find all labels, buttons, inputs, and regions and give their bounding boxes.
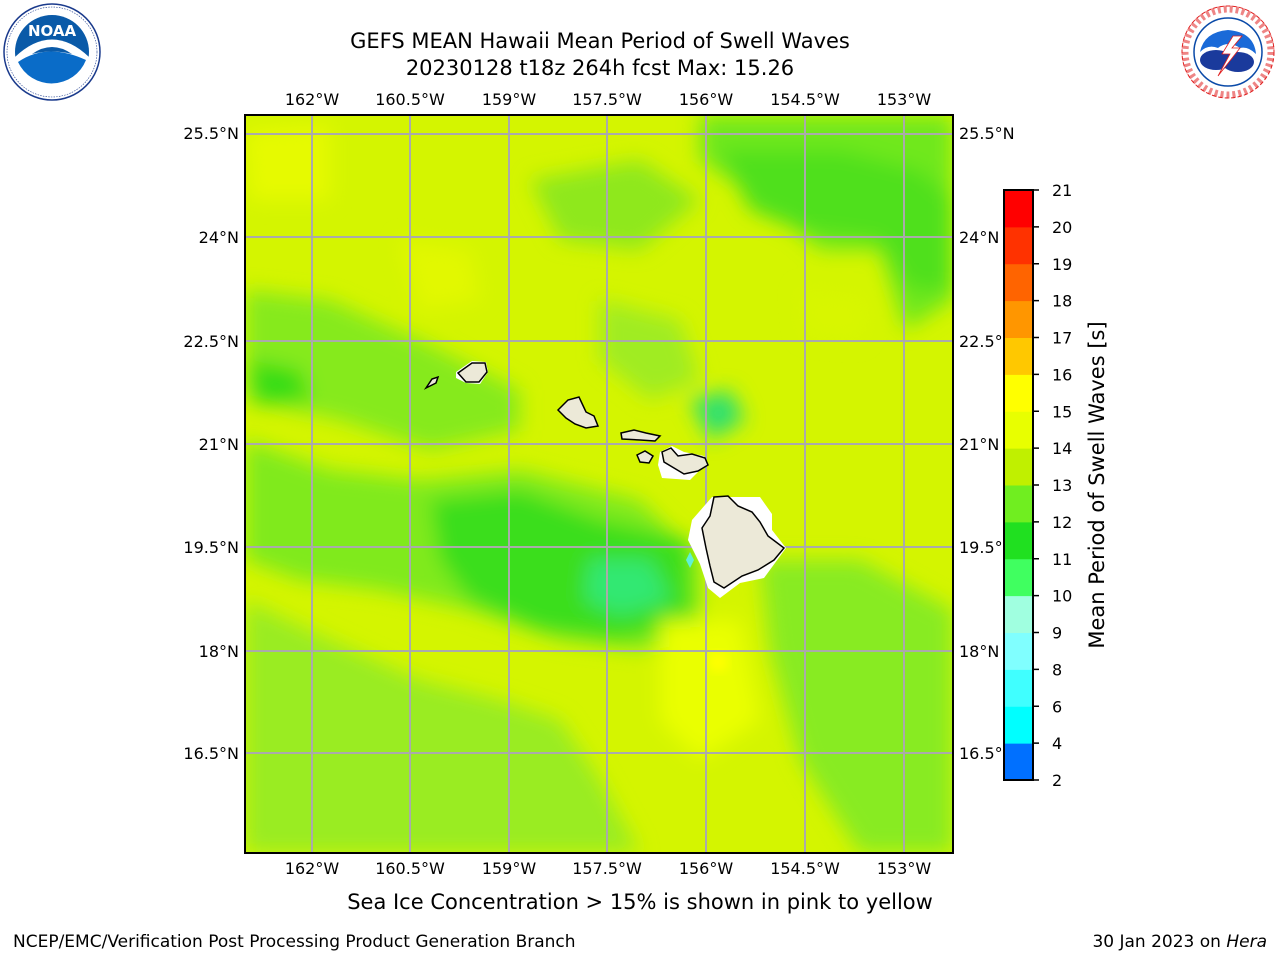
colorbar-tick-label: 19 [1052,255,1072,274]
lat-tick-label: 24°N [959,228,999,247]
colorbar-cell [1004,337,1033,375]
lon-tick-label: 160.5°W [375,90,445,109]
colorbar-cell [1004,300,1033,338]
colorbar-tick-label: 21 [1052,181,1072,200]
hawaiian-islands [423,361,786,598]
lon-tick-label: 156°W [679,90,734,109]
lat-ticks-right: 25.5°N 24°N 22.5°N 21°N 19.5°N 18°N 16.5… [959,124,1015,763]
island-kahoolawe [660,468,672,478]
swell-period-field [245,115,953,853]
lon-tick-label: 159°W [482,90,537,109]
island-niihau [423,375,440,390]
sea-ice-caption: Sea Ice Concentration > 15% is shown in … [347,890,933,914]
footer-date: 30 Jan 2023 on Hera [1092,932,1267,952]
map-frame [244,114,954,854]
lon-tick-label: 157.5°W [572,859,642,878]
colorbar-label: Mean Period of Swell Waves [s] [1085,321,1109,649]
lon-tick-label: 159°W [482,859,537,878]
colorbar-tick-label: 16 [1052,365,1072,384]
colorbar-tick-label: 13 [1052,476,1072,495]
colorbar-tick-label: 20 [1052,218,1072,237]
lon-tick-label: 154.5°W [770,90,840,109]
noaa-logo-icon: NOAA [3,3,101,101]
lon-ticks-top: 162°W 160.5°W 159°W 157.5°W 156°W 154.5°… [285,90,932,109]
lat-tick-label: 16.5°N [959,744,1015,763]
lat-ticks-left: 25.5°N 24°N 22.5°N 21°N 19.5°N 18°N 16.5… [183,124,239,763]
colorbar-cell [1004,374,1033,412]
lon-tick-label: 153°W [877,90,932,109]
colorbar-cell [1004,448,1033,486]
lat-tick-label: 22.5°N [183,332,239,351]
nws-logo-icon [1180,4,1276,100]
lon-tick-label: 162°W [285,859,340,878]
colorbar-tick-label: 17 [1052,329,1072,348]
colorbar-cell [1004,595,1033,633]
colorbar-cell [1004,485,1033,523]
graticule [245,115,953,853]
lat-tick-label: 25.5°N [183,124,239,143]
map-title: GEFS MEAN Hawaii Mean Period of Swell Wa… [350,29,850,53]
island-oahu [556,396,600,429]
island-maui [658,446,709,480]
island-lanai [636,450,655,464]
colorbar-cell [1004,558,1033,597]
colorbar-tick-label: 15 [1052,402,1072,421]
lat-tick-label: 19.5°N [959,538,1015,557]
island-hawaii [686,495,786,598]
lon-tick-label: 153°W [877,859,932,878]
colorbar-frame [1003,189,1034,781]
colorbar-cell [1004,411,1033,449]
lat-tick-label: 22.5°N [959,332,1015,351]
colorbar: 2 4 6 8 9 10 11 12 13 14 15 16 17 18 19 20 21 [1003,181,1072,790]
lon-tick-label: 157.5°W [572,90,642,109]
lat-tick-label: 18°N [199,642,239,661]
colorbar-tick-label: 14 [1052,439,1072,458]
colorbar-tick-label: 2 [1052,771,1062,790]
lat-tick-label: 24°N [199,228,239,247]
lat-tick-label: 21°N [199,435,239,454]
footer-date-text: 30 Jan 2023 on [1092,932,1227,952]
map-subtitle: 20230128 t18z 264h fcst Max: 15.26 [405,56,795,80]
lat-tick-label: 25.5°N [959,124,1015,143]
colorbar-cell [1004,632,1033,670]
lon-tick-label: 156°W [679,859,734,878]
lat-tick-label: 16.5°N [183,744,239,763]
max-period-spot [708,652,728,672]
colorbar-cell [1004,706,1033,744]
lon-tick-label: 154.5°W [770,859,840,878]
colorbar-cell [1004,226,1033,265]
colorbar-tick-label: 12 [1052,513,1072,532]
lat-tick-label: 18°N [959,642,999,661]
colorbar-cell [1004,743,1033,781]
colorbar-cell [1004,263,1033,302]
lon-tick-label: 160.5°W [375,859,445,878]
footer-host: Hera [1226,932,1267,952]
colorbar-tick-label: 10 [1052,587,1072,606]
colorbar-tick-label: 11 [1052,550,1072,569]
colorbar-cell [1004,669,1033,707]
footer-producer: NCEP/EMC/Verification Post Processing Pr… [13,932,576,952]
colorbar-tick-label: 6 [1052,697,1062,716]
colorbar-tick-label: 18 [1052,292,1072,311]
island-kauai [456,361,488,384]
lon-ticks-bottom: 162°W 160.5°W 159°W 157.5°W 156°W 154.5°… [285,859,932,878]
colorbar-tick-label: 4 [1052,734,1062,753]
svg-text:NOAA: NOAA [28,22,77,40]
colorbar-tick-label: 8 [1052,660,1062,679]
lon-tick-label: 162°W [285,90,340,109]
colorbar-cell [1004,521,1033,560]
lat-tick-label: 19.5°N [183,538,239,557]
island-molokai [620,429,662,442]
colorbar-tick-label: 9 [1052,624,1062,643]
lat-tick-label: 21°N [959,435,999,454]
colorbar-cell [1004,190,1033,228]
